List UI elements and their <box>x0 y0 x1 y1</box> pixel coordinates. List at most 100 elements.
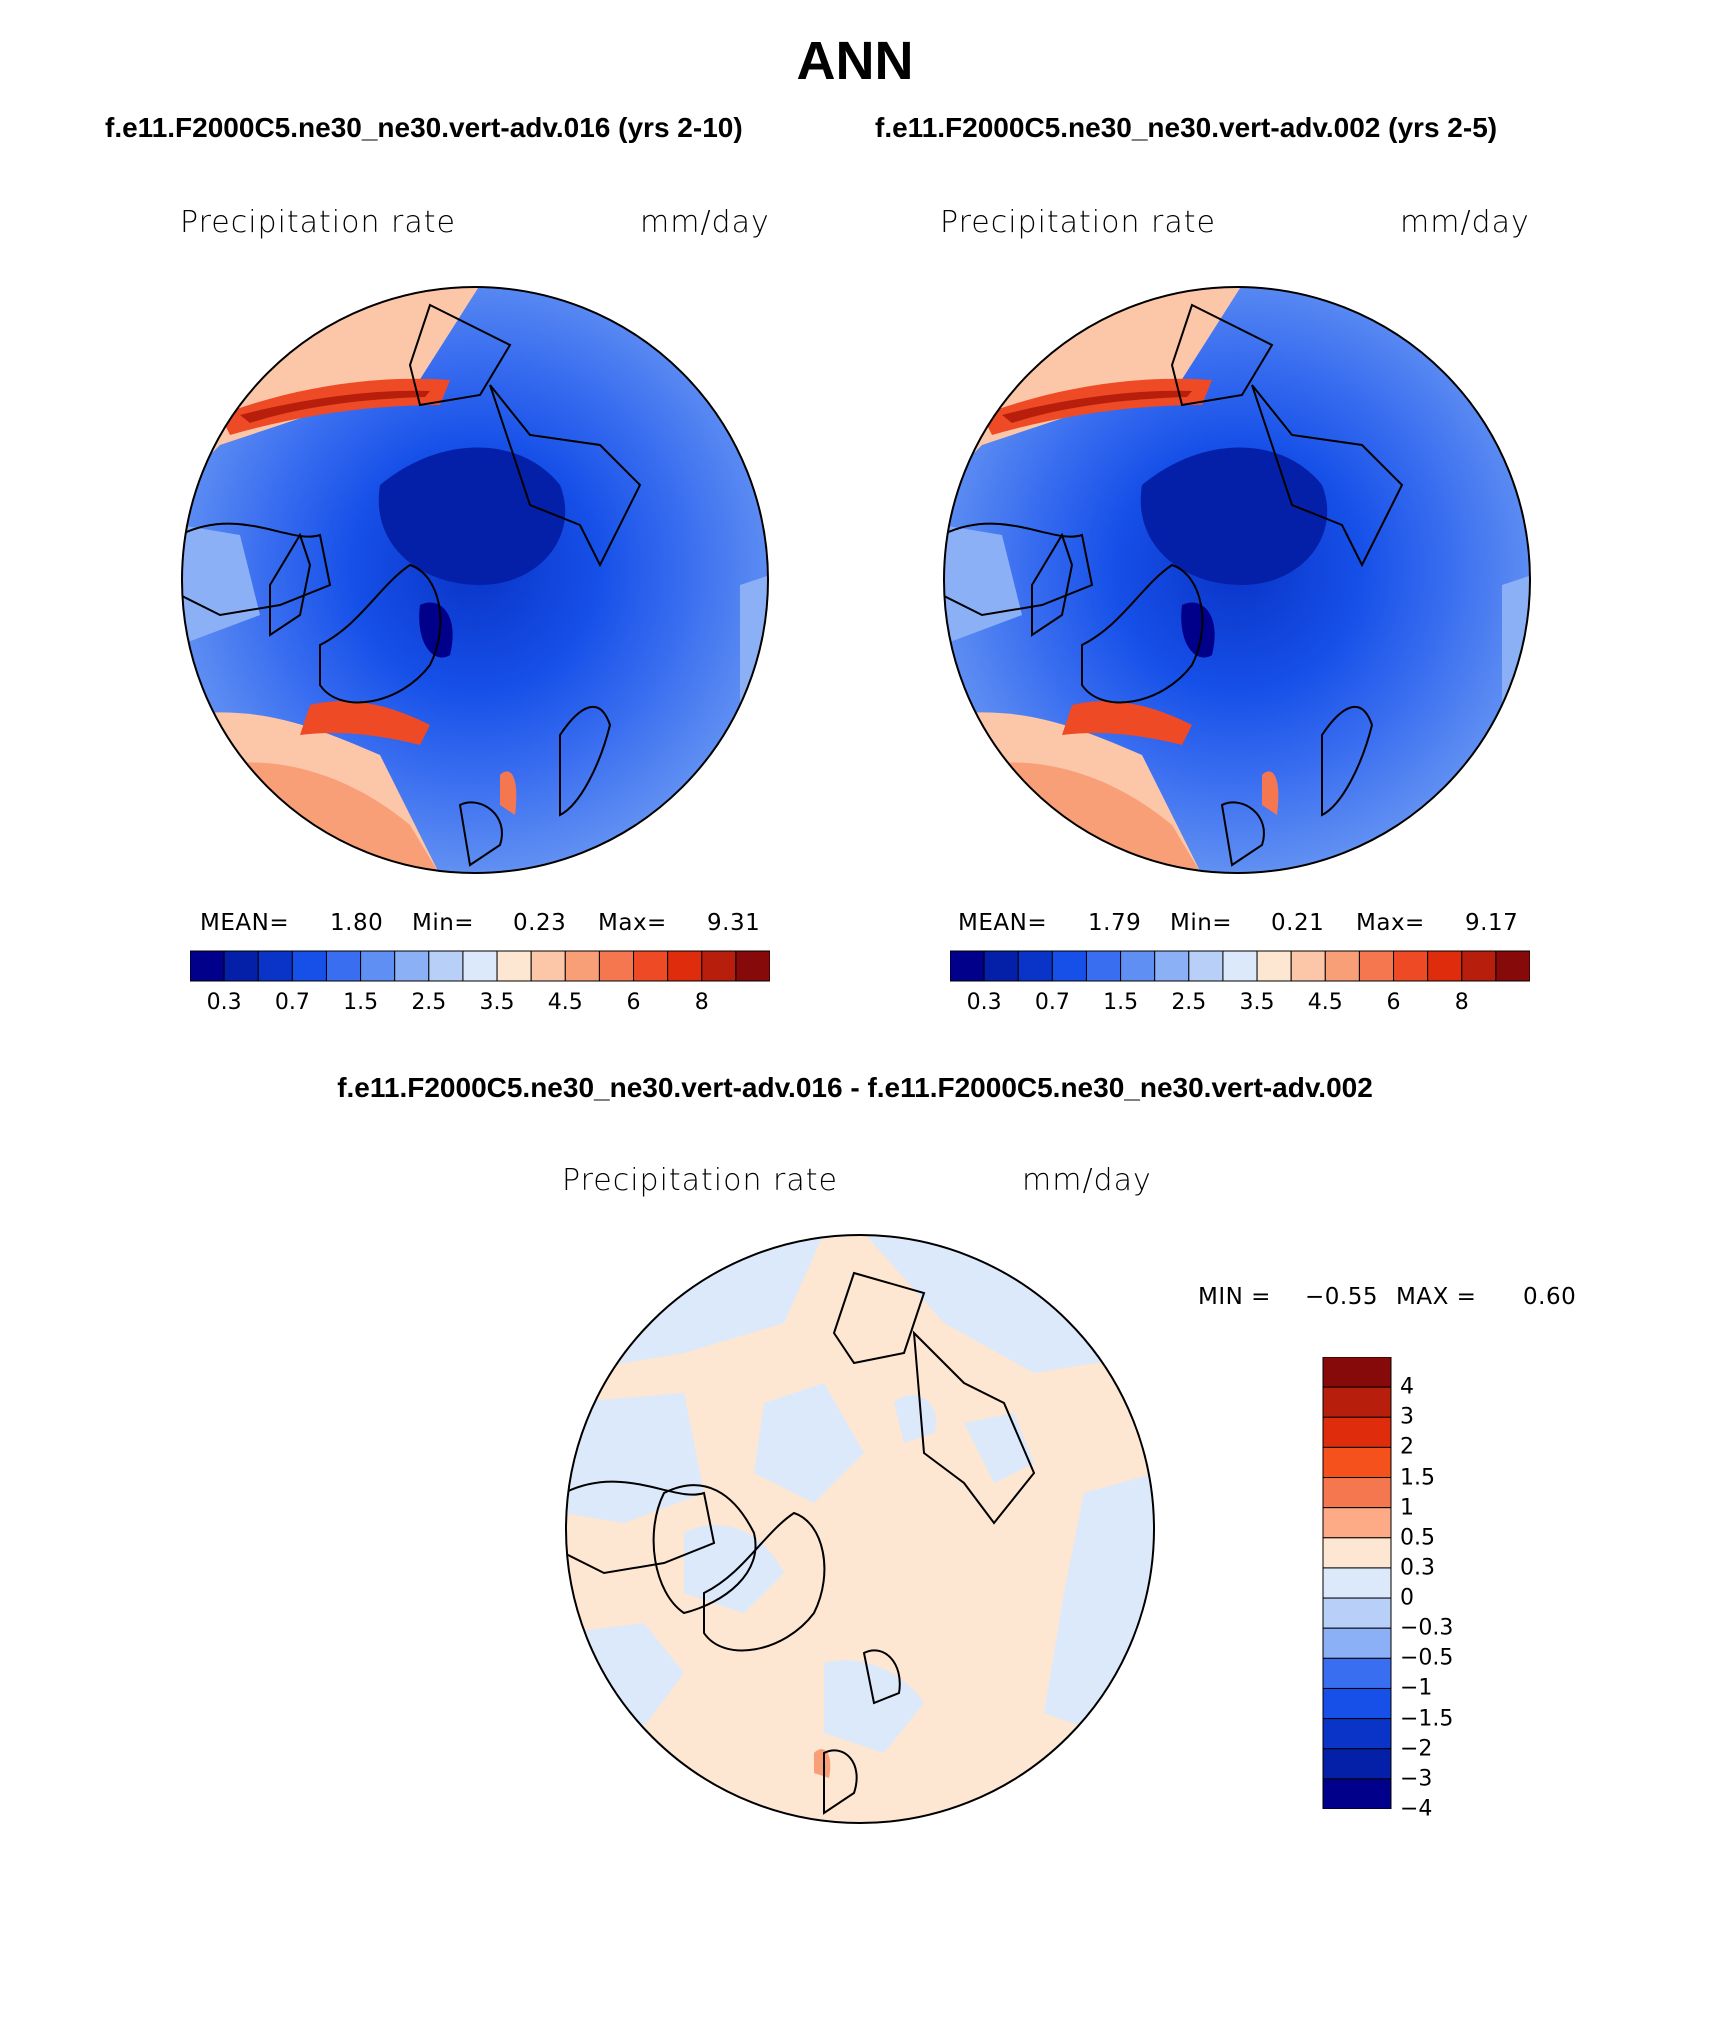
colorbar-swatch <box>735 950 770 982</box>
colorbar-swatch <box>701 950 737 982</box>
panel-1-min-value: 0.23 <box>513 910 567 936</box>
diff-colorbar <box>1322 1357 1392 1809</box>
panel-2-subtitle: f.e11.F2000C5.ne30_ne30.vert-adv.002 (yr… <box>875 112 1498 143</box>
diff-max-label: MAX = <box>1396 1284 1477 1310</box>
panel-2-polar-map <box>943 286 1531 874</box>
colorbar-tick-label: 3.5 <box>479 990 515 1015</box>
colorbar-swatch <box>1322 1537 1392 1569</box>
colorbar-tick-label: −4 <box>1400 1796 1433 1822</box>
panel-2-colorbar-labels: 0.3 0.7 1.5 2.5 3.5 4.5 6 8 <box>950 990 1530 1020</box>
panel-2-min-value: 0.21 <box>1271 910 1325 936</box>
colorbar-tick-label: −0.3 <box>1400 1615 1454 1641</box>
colorbar-swatch <box>1322 1627 1392 1659</box>
colorbar-swatch <box>1256 950 1292 982</box>
colorbar-swatch <box>428 950 464 982</box>
diff-min-label: MIN = <box>1198 1284 1271 1310</box>
colorbar-swatch <box>1222 950 1258 982</box>
colorbar-tick-label: −2 <box>1400 1736 1433 1762</box>
colorbar-swatch <box>325 950 362 982</box>
colorbar-tick-label: 0.7 <box>1034 990 1070 1015</box>
colorbar-tick-label: 0.3 <box>1400 1555 1435 1581</box>
colorbar-swatch <box>633 950 669 982</box>
page-title: ANN <box>796 31 914 91</box>
colorbar-tick-label: 2.5 <box>411 990 447 1015</box>
colorbar-swatch <box>1358 950 1395 982</box>
colorbar-tick-label: 0 <box>1400 1585 1414 1611</box>
panel-2-mean-label: MEAN= <box>958 910 1048 936</box>
panel-1-colorbar <box>190 950 770 982</box>
colorbar-swatch <box>1393 950 1429 982</box>
panel-1-min-label: Min= <box>412 910 475 936</box>
diff-min-value: −0.55 <box>1305 1284 1378 1310</box>
colorbar-tick-label: 0.7 <box>274 990 310 1015</box>
colorbar-tick-label: 4.5 <box>547 990 583 1015</box>
colorbar-swatch <box>1322 1357 1392 1388</box>
colorbar-swatch <box>598 950 635 982</box>
colorbar-tick-label: 2 <box>1400 1434 1414 1460</box>
panel-1-variable: Precipitation rate <box>180 205 456 240</box>
panel-2-max-label: Max= <box>1356 910 1425 936</box>
panel-2-max-value: 9.17 <box>1465 910 1519 936</box>
colorbar-swatch <box>1322 1477 1392 1509</box>
colorbar-tick-label: 3 <box>1400 1404 1414 1430</box>
colorbar-swatch <box>1017 950 1053 982</box>
colorbar-swatch <box>1290 950 1326 982</box>
colorbar-swatch <box>1322 1687 1392 1720</box>
panel-1-units: mm/day <box>640 205 770 240</box>
colorbar-swatch <box>1322 1657 1392 1689</box>
colorbar-swatch <box>1120 950 1156 982</box>
panel-1-subtitle: f.e11.F2000C5.ne30_ne30.vert-adv.016 (yr… <box>105 112 743 143</box>
colorbar-swatch <box>462 950 498 982</box>
colorbar-tick-label: 6 <box>1386 990 1401 1015</box>
diff-max-value: 0.60 <box>1523 1284 1577 1310</box>
colorbar-swatch <box>1461 950 1497 982</box>
colorbar-swatch <box>667 950 703 982</box>
colorbar-swatch <box>291 950 327 982</box>
colorbar-tick-label: 1.5 <box>343 990 379 1015</box>
colorbar-swatch <box>564 950 600 982</box>
colorbar-swatch <box>1322 1597 1392 1629</box>
panel-1-mean-label: MEAN= <box>200 910 290 936</box>
colorbar-swatch <box>1324 950 1360 982</box>
colorbar-swatch <box>1322 1416 1392 1448</box>
panel-2-colorbar <box>950 950 1530 982</box>
colorbar-tick-label: 0.3 <box>966 990 1002 1015</box>
colorbar-swatch <box>1322 1446 1392 1479</box>
colorbar-swatch <box>1051 950 1087 982</box>
colorbar-tick-label: 8 <box>694 990 709 1015</box>
panel-2-units: mm/day <box>1400 205 1530 240</box>
colorbar-tick-label: 1 <box>1400 1495 1414 1521</box>
panel-1-mean-value: 1.80 <box>330 910 384 936</box>
panel-2-min-label: Min= <box>1170 910 1233 936</box>
panel-2-mean-value: 1.79 <box>1088 910 1142 936</box>
colorbar-swatch <box>983 950 1019 982</box>
colorbar-tick-label: 2.5 <box>1171 990 1207 1015</box>
colorbar-tick-label: 4.5 <box>1307 990 1343 1015</box>
colorbar-swatch <box>530 950 566 982</box>
panel-1-max-value: 9.31 <box>707 910 761 936</box>
colorbar-swatch <box>1188 950 1224 982</box>
colorbar-tick-label: −1 <box>1400 1675 1433 1701</box>
colorbar-tick-label: 1.5 <box>1400 1465 1435 1491</box>
colorbar-swatch <box>190 950 225 982</box>
colorbar-tick-label: 6 <box>626 990 641 1015</box>
colorbar-swatch <box>1322 1567 1392 1599</box>
colorbar-swatch <box>257 950 293 982</box>
colorbar-swatch <box>1154 950 1190 982</box>
colorbar-tick-label: −3 <box>1400 1766 1433 1792</box>
colorbar-swatch <box>1322 1748 1392 1780</box>
colorbar-swatch <box>1427 950 1463 982</box>
panel-1-max-label: Max= <box>598 910 667 936</box>
colorbar-swatch <box>1322 1778 1392 1809</box>
colorbar-swatch <box>394 950 430 982</box>
colorbar-tick-label: 1.5 <box>1103 990 1139 1015</box>
colorbar-swatch <box>1085 950 1122 982</box>
panel-1-polar-map <box>181 286 769 874</box>
colorbar-swatch <box>1322 1718 1392 1750</box>
colorbar-swatch <box>950 950 985 982</box>
diff-units: mm/day <box>1022 1163 1152 1198</box>
panel-1-colorbar-labels: 0.3 0.7 1.5 2.5 3.5 4.5 6 8 <box>190 990 770 1020</box>
colorbar-tick-label: 8 <box>1454 990 1469 1015</box>
colorbar-swatch <box>1322 1386 1392 1418</box>
diff-subtitle: f.e11.F2000C5.ne30_ne30.vert-adv.016 - f… <box>337 1072 1373 1103</box>
